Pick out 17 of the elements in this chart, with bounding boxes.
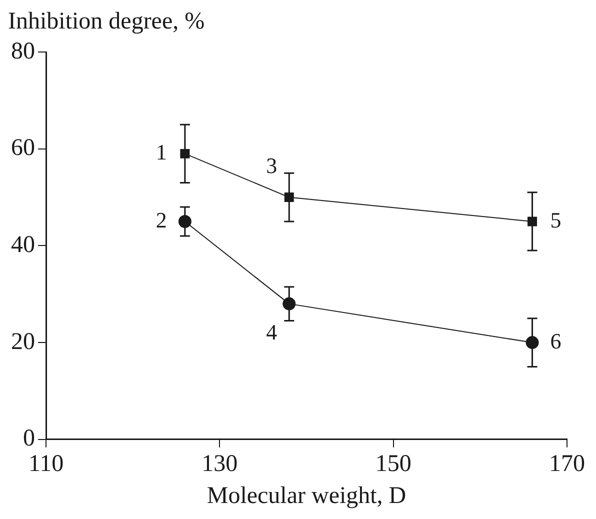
annotation: 4 (266, 320, 278, 345)
x-tick-label: 150 (375, 451, 412, 478)
annotation: 2 (156, 207, 167, 232)
y-tick-label: 40 (11, 232, 35, 258)
x-axis-title: Molecular weight, D (206, 482, 406, 509)
annotation: 1 (156, 139, 167, 164)
x-tick-label: 110 (28, 451, 64, 478)
y-tick-label: 80 (11, 38, 35, 64)
x-tick-label: 170 (549, 451, 585, 478)
y-axis-title: Inhibition degree, % (8, 8, 205, 34)
y-tick-label: 0 (23, 426, 35, 452)
y-tick-label: 20 (11, 328, 35, 355)
x-tick-label: 130 (202, 451, 238, 478)
annotation: 5 (550, 207, 562, 232)
annotation: 3 (266, 153, 278, 178)
annotation: 6 (550, 328, 562, 354)
y-tick-label: 60 (11, 135, 35, 162)
